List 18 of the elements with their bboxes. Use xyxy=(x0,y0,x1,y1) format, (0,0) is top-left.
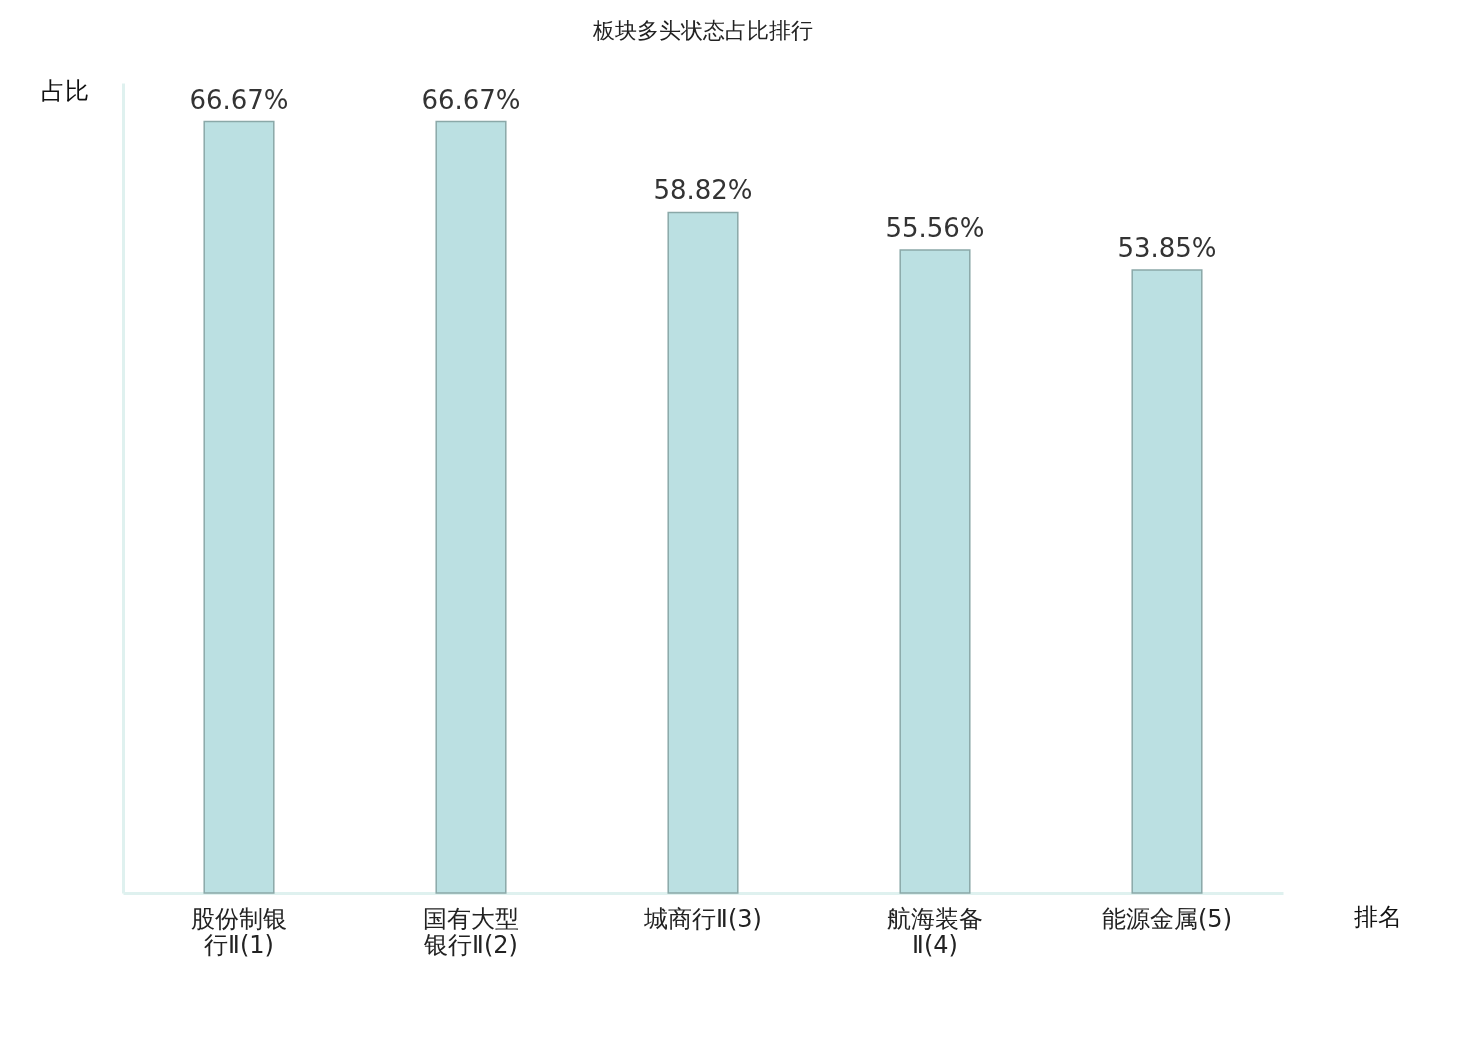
x-tick-label: 航海装备Ⅱ(4) xyxy=(887,904,983,959)
chart-title: 板块多头状态占比排行 xyxy=(592,18,813,43)
x-tick-label: 能源金属(5) xyxy=(1102,904,1232,933)
data-label: 66.67% xyxy=(421,84,521,115)
x-tick-label: 股份制银行Ⅱ(1) xyxy=(191,904,287,959)
data-label: 66.67% xyxy=(189,84,289,115)
data-label: 55.56% xyxy=(885,213,985,244)
bar xyxy=(667,211,739,894)
x-axis-title: 排名 xyxy=(1353,902,1402,931)
bar xyxy=(435,120,507,894)
bar xyxy=(203,120,275,894)
bar xyxy=(1131,269,1203,894)
x-tick-label: 城商行Ⅱ(3) xyxy=(643,904,762,933)
x-tick-label: 国有大型银行Ⅱ(2) xyxy=(423,904,519,959)
data-label: 58.82% xyxy=(653,175,753,206)
data-label: 53.85% xyxy=(1117,232,1217,263)
y-axis-title: 占比 xyxy=(40,76,89,105)
bar xyxy=(899,249,971,894)
